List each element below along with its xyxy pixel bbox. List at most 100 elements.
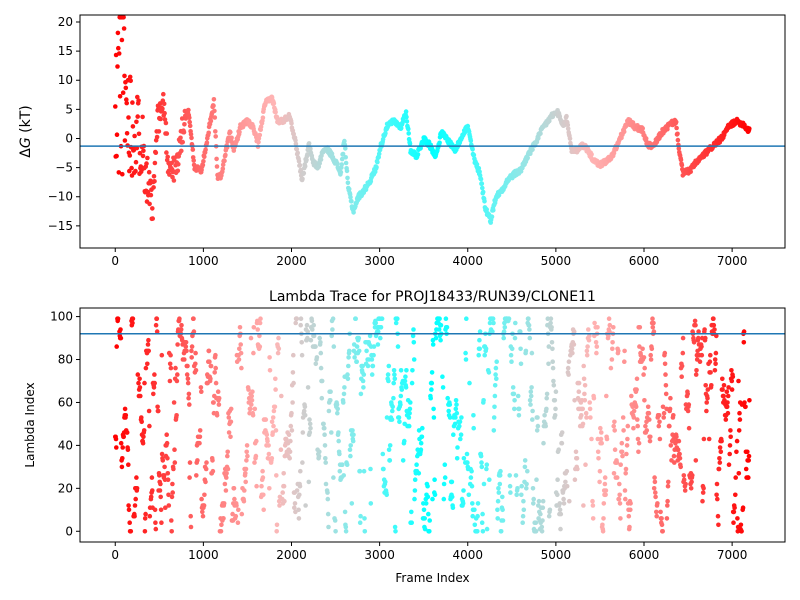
- lambda-point: [550, 346, 555, 352]
- lambda-point: [500, 507, 505, 513]
- lambda-point: [225, 453, 230, 459]
- lambda-point: [184, 372, 190, 377]
- lambda-point: [736, 428, 742, 433]
- delta-g-point: [115, 30, 121, 36]
- lambda-point: [120, 456, 125, 461]
- lambda-point: [519, 492, 524, 498]
- lambda-point: [583, 410, 589, 416]
- lambda-point: [539, 524, 545, 530]
- lambda-point: [606, 333, 611, 339]
- x-tick-label: 5000: [541, 548, 572, 562]
- lambda-point: [540, 498, 546, 504]
- delta-g-point: [297, 162, 303, 168]
- lambda-point: [700, 498, 705, 504]
- lambda-point: [457, 419, 463, 425]
- lambda-point: [623, 496, 628, 502]
- lambda-point: [521, 507, 527, 513]
- delta-g-point: [306, 141, 312, 146]
- lambda-point: [241, 498, 247, 504]
- delta-g-point: [403, 109, 409, 114]
- lambda-point: [484, 462, 490, 468]
- lambda-point: [206, 348, 212, 354]
- x-tick-label: 7000: [717, 254, 748, 268]
- lambda-point: [688, 486, 694, 491]
- delta-g-point: [294, 146, 300, 152]
- lambda-point: [527, 398, 533, 403]
- lambda-point: [500, 494, 505, 500]
- lambda-point: [384, 492, 390, 498]
- lambda-point: [543, 423, 548, 429]
- lambda-point: [662, 361, 668, 367]
- lambda-point: [345, 376, 351, 382]
- lambda-point: [579, 413, 584, 418]
- lambda-point: [540, 518, 545, 523]
- lambda-point: [260, 468, 265, 474]
- lambda-point: [318, 365, 324, 371]
- lambda-point: [167, 361, 173, 367]
- lambda-point: [740, 505, 746, 511]
- lambda-point: [287, 456, 293, 461]
- lambda-point: [564, 468, 570, 474]
- lambda-point: [469, 483, 475, 489]
- lambda-point: [527, 335, 533, 341]
- lambda-point: [679, 363, 685, 369]
- lambda-point: [647, 417, 652, 422]
- lambda-point: [728, 428, 733, 433]
- delta-g-point: [228, 129, 233, 135]
- lambda-point: [304, 322, 310, 328]
- lambda-point: [154, 316, 160, 322]
- delta-g-point: [258, 124, 264, 130]
- lambda-point: [671, 413, 676, 418]
- lambda-point: [302, 404, 308, 410]
- lambda-point: [625, 436, 630, 442]
- lambda-point: [197, 434, 203, 440]
- lambda-point: [257, 344, 263, 349]
- delta-g-point: [202, 154, 207, 160]
- lambda-point: [726, 462, 732, 468]
- lambda-point: [597, 468, 603, 474]
- lambda-point: [199, 496, 204, 502]
- lambda-point: [530, 408, 535, 414]
- lambda-point: [422, 526, 428, 532]
- delta-g-point: [530, 147, 535, 152]
- delta-g-point: [342, 138, 347, 144]
- lambda-point: [544, 391, 550, 397]
- lambda-point: [367, 333, 373, 339]
- delta-g-point: [130, 124, 136, 129]
- lambda-point: [305, 385, 311, 390]
- lambda-trace-title: Lambda Trace for PROJ18433/RUN39/CLONE11: [269, 289, 596, 305]
- lambda-point: [665, 498, 670, 504]
- lambda-point: [703, 335, 708, 341]
- lambda-point: [637, 344, 642, 349]
- lambda-point: [469, 468, 474, 474]
- lambda-point: [257, 333, 262, 339]
- lambda-point: [368, 466, 373, 472]
- lambda-point: [226, 430, 232, 435]
- lambda-point: [628, 507, 633, 513]
- lambda-point: [323, 481, 329, 487]
- delta-g-point: [407, 141, 413, 147]
- lambda-point: [297, 492, 302, 498]
- lambda-point: [631, 415, 637, 420]
- lambda-point: [249, 402, 254, 407]
- lambda-point: [486, 370, 492, 375]
- lambda-point: [487, 477, 492, 483]
- lambda-point: [551, 383, 557, 388]
- lambda-point: [237, 325, 243, 330]
- lambda-point: [346, 355, 351, 360]
- lambda-point: [273, 387, 278, 392]
- lambda-point: [337, 451, 342, 457]
- lambda-point: [425, 494, 431, 500]
- lambda-point: [604, 436, 610, 442]
- lambda-point: [253, 453, 259, 459]
- lambda-point: [658, 509, 663, 515]
- lambda-point: [442, 475, 448, 480]
- lambda-point: [611, 423, 616, 429]
- x-tick-label: 0: [111, 548, 119, 562]
- lambda-point: [153, 526, 159, 532]
- delta-g-point: [257, 132, 263, 138]
- lambda-point: [573, 449, 579, 455]
- lambda-point: [302, 413, 308, 418]
- lambda-point: [199, 389, 204, 395]
- delta-g-y-ticks: −15 −10 −5 0 5 10 15 20: [48, 15, 80, 233]
